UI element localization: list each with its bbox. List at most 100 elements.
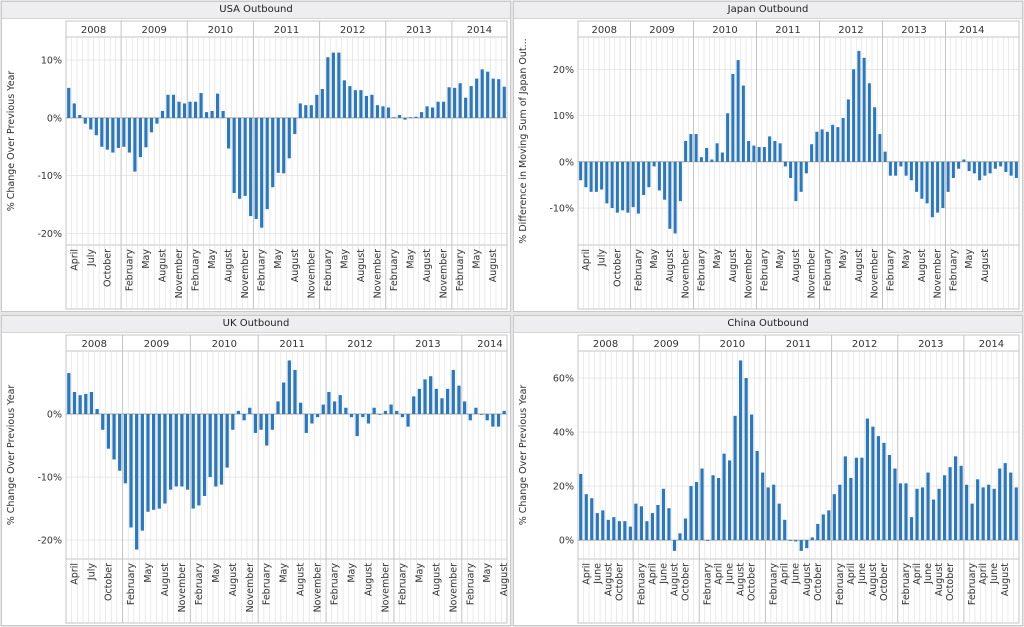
bar [860, 457, 864, 541]
bar [219, 414, 224, 485]
bar [260, 117, 264, 228]
bar [951, 161, 955, 178]
month-label: February [633, 249, 644, 291]
month-label: October [614, 563, 625, 601]
bar [678, 161, 682, 202]
month-label: August [290, 249, 301, 283]
bar [447, 87, 451, 118]
month-label: February [948, 249, 959, 291]
bar [160, 110, 165, 118]
month-label: February [967, 563, 978, 605]
bar [227, 117, 231, 149]
month-label: May [649, 249, 660, 269]
month-label: May [406, 249, 417, 269]
month-label: August [488, 249, 499, 283]
bar [631, 161, 635, 208]
bar [757, 147, 761, 162]
month-label: February [262, 563, 273, 605]
bar [89, 117, 93, 130]
japan-outbound-chart: -10% 0% 10% 20% 2008 2009 2010 2011 2012 2013 2014… [518, 20, 1020, 310]
year-label: 2011 [786, 339, 811, 350]
y-tick-label: 20% [553, 65, 574, 76]
bar [987, 484, 991, 541]
y-tick-label: 40% [553, 428, 574, 439]
bar [304, 414, 308, 433]
month-label: May [347, 563, 358, 583]
bar [265, 414, 269, 446]
bar [993, 161, 997, 169]
bar [705, 147, 709, 162]
bar [83, 117, 87, 124]
bar [590, 498, 594, 541]
bar [930, 161, 934, 218]
bar [1009, 472, 1013, 541]
year-label: 2009 [649, 25, 674, 36]
bar [287, 117, 291, 159]
bar [458, 83, 462, 118]
bar [584, 161, 588, 188]
month-label: August [934, 563, 945, 597]
bar [361, 414, 365, 418]
bar [442, 101, 446, 118]
bar [182, 103, 187, 118]
month-label: February [885, 249, 896, 291]
bar [804, 161, 808, 174]
bar [485, 414, 489, 421]
month-label: August [296, 563, 307, 597]
month-label: April [714, 563, 725, 585]
month-label: November [448, 563, 459, 613]
bar [878, 134, 882, 162]
bar [105, 117, 109, 150]
bar [185, 414, 190, 490]
bar [810, 537, 814, 541]
bar [778, 143, 782, 162]
bar [469, 86, 473, 118]
bar [752, 145, 756, 162]
bar [475, 78, 479, 118]
bar [84, 393, 88, 415]
bar [852, 69, 856, 162]
bar [468, 414, 472, 421]
bar [799, 540, 803, 551]
month-label: November [313, 563, 324, 613]
bar [243, 117, 247, 196]
bar [843, 456, 847, 541]
bar [100, 117, 104, 147]
month-label: April [912, 563, 923, 585]
bar [647, 161, 651, 188]
year-label: 2010 [720, 339, 745, 350]
month-label: August [669, 563, 680, 597]
usa-outbound-title: USA Outbound [2, 2, 510, 19]
bar [353, 90, 358, 118]
bar [642, 161, 646, 196]
bar [621, 161, 625, 211]
bar [716, 477, 721, 541]
china-outbound-chart: 0% 20% 40% 60% 2008 2009 2010 2011 2012 2013 2014 A… [518, 334, 1020, 624]
bar [337, 52, 341, 118]
bar [191, 414, 195, 509]
bar [149, 117, 154, 133]
bar [348, 86, 352, 118]
month-label: February [769, 563, 780, 605]
bar [915, 488, 919, 541]
bar [276, 401, 280, 415]
bar [854, 457, 858, 541]
bar [946, 161, 950, 192]
bar [983, 161, 987, 176]
bar [248, 407, 252, 415]
bar [486, 71, 490, 118]
bar [926, 472, 930, 541]
y-tick-label: -10% [549, 204, 574, 215]
month-label: April [581, 249, 592, 271]
bar [282, 117, 286, 174]
bar [386, 107, 391, 118]
bar [101, 414, 105, 430]
bar [909, 517, 914, 541]
month-label: October [879, 563, 890, 601]
month-label: April [581, 563, 592, 585]
bar [694, 482, 699, 541]
bar [663, 161, 667, 200]
bar [408, 117, 413, 119]
bar [315, 414, 320, 418]
bar [783, 519, 787, 541]
